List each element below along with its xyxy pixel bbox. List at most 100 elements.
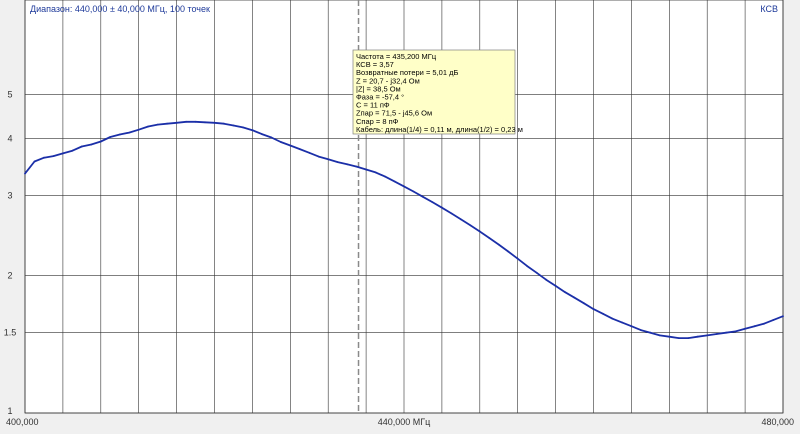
x-tick-labels: 400,000 440,000 МГц 480,000 (6, 417, 794, 427)
data-point (185, 120, 188, 123)
data-point (279, 141, 282, 143)
data-point (564, 291, 566, 294)
data-point (744, 327, 746, 330)
data-point (393, 180, 396, 183)
range-label: Диапазон: 440,000 ± 40,000 МГц, 100 точе… (30, 4, 210, 14)
data-point (583, 302, 585, 305)
data-point (412, 190, 415, 193)
cursor-readout-line: Cпар = 8 пФ (356, 117, 399, 126)
data-point (763, 322, 765, 325)
y-tick-label: 5 (7, 89, 12, 99)
data-point (696, 335, 699, 338)
data-point (611, 317, 614, 320)
y-tick-label: 1 (7, 406, 12, 416)
data-point (223, 122, 225, 125)
data-point (374, 171, 377, 174)
cursor-readout-line: Кабель: длина(1/4) = 0,11 м, длина(1/2) … (356, 125, 523, 134)
data-point (706, 334, 709, 337)
data-point (175, 121, 178, 124)
cursor-readout-line: Zпар = 71,5 - j45,6 Ом (356, 109, 432, 118)
cursor-readout-line: Z = 20,7 - j32,4 Ом (356, 76, 420, 85)
x-tick-label: 440,000 МГц (378, 417, 431, 427)
data-point (753, 325, 756, 328)
data-point (166, 122, 169, 125)
data-point (441, 206, 443, 209)
x-tick-label: 480,000 (761, 417, 794, 427)
data-point (668, 335, 671, 338)
data-point (118, 133, 121, 136)
data-point (365, 168, 367, 171)
mode-label: КСВ (760, 4, 778, 14)
data-point (507, 250, 510, 253)
data-point (545, 278, 547, 281)
data-point (242, 126, 244, 129)
data-point (384, 175, 386, 178)
y-tick-label: 3 (7, 190, 12, 200)
data-point (658, 334, 661, 337)
cursor-readout-box (352, 49, 516, 135)
data-point (715, 333, 718, 335)
y-tick-label: 4 (7, 133, 12, 143)
data-point (782, 315, 784, 318)
data-point (90, 143, 93, 146)
data-point (725, 331, 727, 334)
series-group (24, 120, 784, 340)
y-tick-labels: 1 1.5 2 3 4 5 (4, 89, 17, 416)
data-point (602, 312, 604, 315)
data-point (478, 230, 481, 233)
data-point (640, 329, 642, 331)
data-point (431, 201, 434, 204)
data-point (33, 160, 36, 163)
data-point (630, 325, 633, 328)
data-point (109, 136, 112, 138)
data-point (43, 156, 45, 159)
data-point (488, 237, 491, 239)
data-point (422, 195, 424, 198)
data-point (194, 120, 197, 123)
cursor-readout-line: Возвратные потери = 5,01 дБ (356, 68, 458, 77)
data-point (128, 131, 131, 134)
data-point (516, 257, 519, 260)
data-point (573, 296, 576, 299)
cursor-readout-line: |Z| = 38,5 Ом (356, 84, 401, 93)
cursor-readout-line: Фаза = -57,4 ° (356, 93, 404, 102)
data-point (156, 123, 159, 126)
data-point (24, 172, 26, 175)
data-point (213, 121, 216, 124)
data-point (62, 152, 64, 155)
y-tick-label: 2 (7, 271, 12, 281)
data-point (734, 330, 737, 333)
data-point (526, 265, 529, 267)
data-point (687, 337, 690, 339)
data-point (137, 128, 140, 131)
x-tick-label: 400,000 (6, 417, 39, 427)
data-point (336, 161, 339, 164)
data-point (497, 243, 500, 246)
data-point (403, 185, 405, 188)
data-point (270, 136, 273, 139)
data-point (99, 140, 102, 143)
data-point (592, 308, 595, 310)
data-point (308, 151, 311, 154)
data-point (261, 133, 263, 136)
data-point (554, 285, 557, 287)
data-point (298, 148, 301, 151)
data-point (621, 321, 623, 324)
data-point (459, 218, 462, 221)
data-point (535, 271, 538, 274)
data-point (649, 331, 652, 334)
data-point (327, 158, 330, 161)
data-point (469, 224, 472, 227)
cursor-readout-line: Частота = 435,200 МГц (356, 52, 437, 61)
data-point (251, 129, 254, 132)
data-point (80, 145, 83, 148)
grid-lines (24, 0, 784, 414)
data-point (346, 163, 348, 166)
plot-border (24, 0, 784, 414)
data-point (772, 319, 775, 321)
data-point (147, 125, 150, 128)
data-point (677, 337, 680, 339)
